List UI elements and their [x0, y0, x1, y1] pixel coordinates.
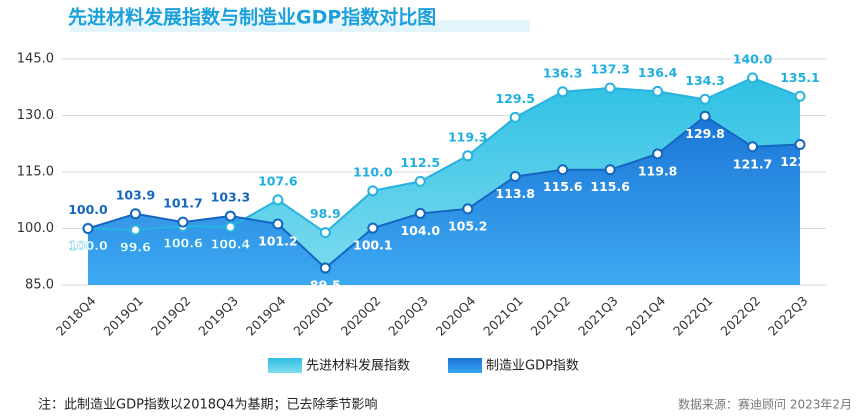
- legend-label: 制造业GDP指数: [486, 359, 579, 374]
- point: [272, 218, 284, 230]
- x-tick-label: 2021Q4: [623, 293, 669, 339]
- value-label: 107.6: [258, 173, 298, 188]
- value-label: 100.0: [68, 238, 108, 253]
- value-label: 98.9: [310, 206, 341, 221]
- series-line: [87, 76, 801, 234]
- value-label: 104.0: [400, 223, 440, 238]
- point: [129, 208, 141, 220]
- point: [462, 203, 474, 215]
- value-label: 89.5: [310, 278, 341, 293]
- value-label: 140.0: [733, 51, 773, 66]
- value-label: 101.7: [163, 196, 203, 211]
- point: [462, 150, 474, 162]
- point: [699, 93, 711, 105]
- value-label: 100.4: [211, 236, 251, 251]
- point: [604, 82, 616, 94]
- series-line: [87, 115, 801, 270]
- x-tick-label: 2022Q2: [717, 293, 763, 339]
- value-label: 136.3: [543, 65, 583, 80]
- x-tick-label: 2019Q4: [243, 293, 289, 339]
- point: [747, 141, 759, 153]
- value-label: 135.1: [780, 70, 820, 85]
- x-tick-label: 2021Q3: [575, 293, 621, 339]
- legend-swatch: [268, 358, 302, 373]
- point: [557, 86, 569, 98]
- value-label: 103.3: [211, 190, 251, 205]
- value-label: 134.3: [685, 73, 725, 88]
- value-label: 136.4: [638, 65, 678, 80]
- value-label: 129.8: [685, 126, 725, 141]
- value-label: 101.2: [258, 233, 298, 248]
- x-tick-label: 2020Q3: [385, 293, 431, 339]
- x-tick-label: 2022Q3: [765, 293, 811, 339]
- point: [414, 175, 426, 187]
- note: 注：此制造业GDP指数以2018Q4为基期；已去除季节影响: [38, 397, 378, 413]
- point: [794, 139, 806, 151]
- point: [319, 262, 331, 274]
- x-tick-label: 2019Q3: [195, 293, 241, 339]
- y-tick-label: 100.0: [17, 221, 54, 236]
- value-label: 137.3: [590, 62, 630, 77]
- value-label: 100.6: [163, 236, 203, 251]
- value-label: 100.0: [68, 202, 108, 217]
- point: [82, 223, 94, 234]
- value-label: 115.6: [590, 179, 630, 194]
- point: [367, 222, 379, 234]
- point: [319, 227, 331, 239]
- point: [224, 210, 236, 222]
- point: [604, 164, 616, 176]
- value-label: 100.1: [353, 238, 393, 253]
- point: [272, 194, 284, 206]
- value-label: 99.6: [120, 240, 151, 255]
- title-underline: [70, 20, 530, 32]
- point: [177, 216, 189, 228]
- chart-title: 先进材料发展指数与制造业GDP指数对比图: [68, 6, 436, 29]
- x-tick-label: 2019Q1: [100, 293, 146, 339]
- value-label: 105.2: [448, 218, 488, 233]
- y-tick-label: 115.0: [17, 165, 54, 180]
- value-label: 103.9: [116, 187, 156, 202]
- y-tick-label: 145.0: [17, 52, 54, 67]
- x-tick-label: 2021Q1: [480, 293, 526, 339]
- value-label: 129.5: [495, 91, 535, 106]
- point: [509, 111, 521, 123]
- point: [652, 85, 664, 97]
- x-tick-label: 2020Q1: [290, 293, 336, 339]
- point: [367, 185, 379, 197]
- value-label: 121.7: [733, 156, 773, 171]
- source: 数据来源：赛迪顾问 2023年2月: [678, 397, 852, 412]
- legend-label: 先进材料发展指数: [306, 358, 410, 374]
- value-label: 119.8: [638, 163, 678, 178]
- x-tick-label: 2019Q2: [148, 293, 194, 339]
- value-label: 115.6: [543, 179, 583, 194]
- point: [747, 72, 759, 84]
- x-tick-label: 2018Q4: [53, 293, 99, 339]
- value-label: 119.3: [448, 129, 488, 144]
- x-tick-label: 2020Q2: [338, 293, 384, 339]
- point: [224, 221, 236, 233]
- value-label: 122.3: [780, 154, 820, 169]
- value-label: 113.8: [495, 186, 535, 201]
- x-tick-label: 2022Q1: [670, 293, 716, 339]
- point: [414, 207, 426, 219]
- point: [699, 110, 711, 122]
- value-label: 110.0: [353, 164, 393, 179]
- x-tick-label: 2020Q4: [433, 293, 479, 339]
- value-label: 112.5: [400, 155, 440, 170]
- point: [652, 148, 664, 160]
- y-tick-label: 130.0: [17, 108, 54, 123]
- legend-swatch: [448, 358, 482, 373]
- point: [509, 171, 521, 183]
- point: [129, 224, 141, 236]
- y-tick-label: 85.0: [25, 278, 54, 293]
- point: [794, 90, 806, 102]
- x-tick-label: 2021Q2: [528, 293, 574, 339]
- point: [557, 164, 569, 176]
- area-fill: [88, 116, 800, 286]
